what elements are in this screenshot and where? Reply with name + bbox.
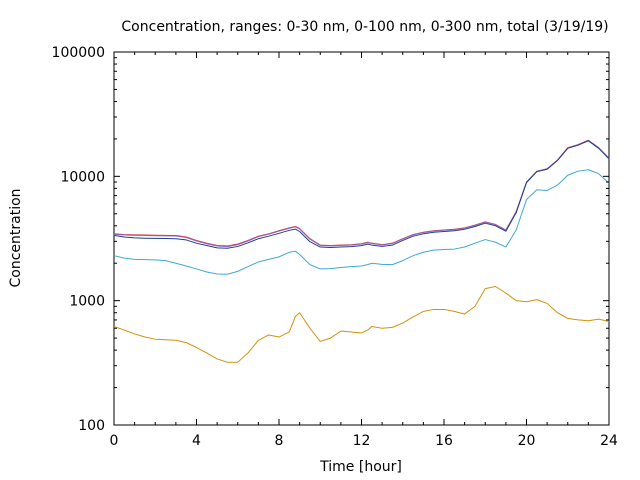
x-tick-label: 12 (353, 433, 371, 449)
x-axis-title: Time [hour] (319, 459, 402, 475)
x-tick-label: 4 (192, 433, 201, 449)
y-tick-label: 10000 (60, 169, 105, 185)
x-tick-label: 24 (600, 433, 618, 449)
y-tick-label: 100 (78, 418, 105, 434)
x-tick-label: 20 (518, 433, 536, 449)
chart-title: Concentration, ranges: 0-30 nm, 0-100 nm… (121, 19, 608, 35)
y-tick-label: 100000 (52, 45, 105, 61)
series-layer (113, 139, 610, 363)
y-axis-title: Concentration (8, 188, 24, 287)
series-line-5 (113, 286, 610, 363)
y-tick-label: 1000 (69, 294, 105, 310)
series-line-2 (113, 140, 610, 248)
axes-layer: 0 4 8 12 16 20 24 100 1000 10000 100000 (52, 45, 618, 449)
x-tick-label: 16 (435, 433, 453, 449)
series-line-1 (113, 139, 610, 247)
x-tick-label: 8 (275, 433, 284, 449)
series-line-4 (113, 169, 610, 275)
x-tick-label: 0 (110, 433, 119, 449)
series-line-3 (113, 140, 610, 249)
